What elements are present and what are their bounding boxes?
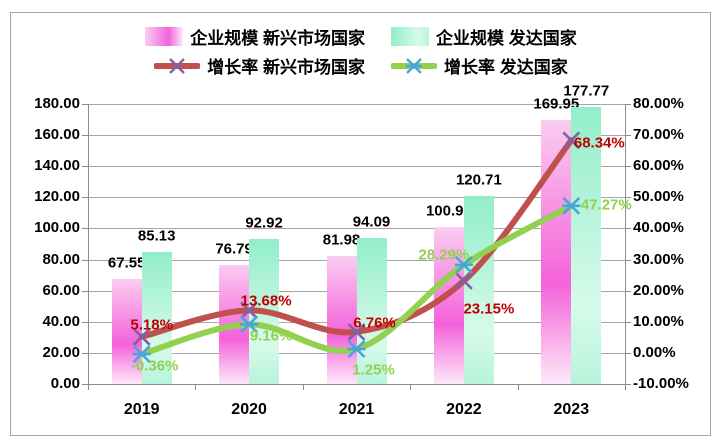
right-axis-tick <box>625 166 631 167</box>
line-value-label: 28.29% <box>418 246 470 264</box>
right-axis-tick-label: -10.00% <box>633 375 689 392</box>
left-axis-tick-label: 60.00 <box>42 282 80 299</box>
bar-value-label: 85.13 <box>137 227 176 245</box>
right-axis-tick <box>625 197 631 198</box>
right-axis-tick-label: 20.00% <box>633 282 684 299</box>
left-axis-tick <box>82 260 88 261</box>
left-axis-tick-label: 0.00 <box>50 375 80 392</box>
line-value-label: 47.27% <box>580 196 632 214</box>
legend-row-1: 企业规模 新兴市场国家 企业规模 发达国家 <box>145 24 577 49</box>
line-value-label: 9.16% <box>249 327 293 345</box>
right-axis-tick-label: 30.00% <box>633 251 684 268</box>
x-axis-tick <box>625 384 626 390</box>
x-axis-tick <box>88 384 89 390</box>
line-value-label: 5.18% <box>130 316 173 334</box>
left-axis-tick <box>82 384 88 385</box>
left-axis-tick-label: 120.00 <box>34 188 80 205</box>
bar-value-label: 67.55 <box>107 254 146 272</box>
legend: 企业规模 新兴市场国家 企业规模 发达国家 增长率 新兴市场国家 增长率 发达国… <box>0 24 722 78</box>
left-axis-tick <box>82 197 88 198</box>
left-axis-tick <box>82 104 88 105</box>
x-axis-category-label[interactable]: 2022 <box>446 401 482 418</box>
x-axis-category-label[interactable]: 2020 <box>231 401 267 418</box>
left-axis-tick <box>82 135 88 136</box>
chart-border <box>10 12 711 436</box>
left-axis-tick <box>82 291 88 292</box>
left-axis-tick-label: 180.00 <box>34 95 80 112</box>
legend-label: 企业规模 新兴市场国家 <box>190 29 365 48</box>
left-axis-tick-label: 40.00 <box>42 313 80 330</box>
line-value-label: 6.76% <box>353 314 396 332</box>
left-axis-tick-label: 140.00 <box>34 157 80 174</box>
green-line-asterisk-marker-icon <box>390 56 438 76</box>
right-axis-tick-label: 60.00% <box>633 157 684 174</box>
x-axis-tick <box>303 384 304 390</box>
right-axis-tick-label: 50.00% <box>633 188 684 205</box>
pink-bar-swatch-icon <box>145 27 184 46</box>
left-axis-tick-label: 20.00 <box>42 344 80 361</box>
x-axis-tick <box>410 384 411 390</box>
right-axis-tick-label: 40.00% <box>633 219 684 236</box>
right-axis-tick <box>625 353 631 354</box>
legend-item-bar-emerging[interactable]: 企业规模 新兴市场国家 <box>145 24 365 49</box>
left-axis-tick <box>82 322 88 323</box>
right-axis-tick <box>625 228 631 229</box>
left-axis-tick <box>82 228 88 229</box>
right-axis-tick <box>625 260 631 261</box>
legend-label: 增长率 发达国家 <box>444 58 568 77</box>
legend-label: 企业规模 发达国家 <box>436 29 577 48</box>
x-axis-category-label[interactable]: 2023 <box>553 401 590 418</box>
bar-value-label: 92.92 <box>245 214 283 232</box>
bar-value-label: 81.98 <box>322 231 361 249</box>
x-axis-category-label[interactable]: 2019 <box>123 401 160 418</box>
left-axis-tick <box>82 166 88 167</box>
right-axis-line <box>625 104 626 384</box>
legend-item-line-developed[interactable]: 增长率 发达国家 <box>390 53 568 78</box>
bar-developed[interactable] <box>463 196 494 384</box>
left-axis-tick-label: 100.00 <box>34 219 80 236</box>
line-value-label: 13.68% <box>240 292 292 310</box>
right-axis-tick <box>625 104 631 105</box>
legend-label: 增长率 新兴市场国家 <box>207 58 365 77</box>
left-axis-tick-label: 160.00 <box>34 126 80 143</box>
bar-value-label: 94.09 <box>352 213 391 231</box>
x-axis-tick <box>195 384 196 390</box>
bar-emerging[interactable] <box>219 264 250 384</box>
bar-emerging[interactable] <box>541 119 572 384</box>
right-axis-tick <box>625 135 631 136</box>
line-value-label: 1.25% <box>352 361 395 379</box>
right-axis-tick <box>625 322 631 323</box>
bar-value-label: 169.95 <box>533 95 580 113</box>
red-line-x-marker-icon <box>153 56 202 76</box>
bar-developed[interactable] <box>571 107 602 384</box>
right-axis-tick <box>625 384 631 385</box>
x-axis-tick <box>518 384 519 390</box>
bar-developed[interactable] <box>249 239 280 384</box>
legend-item-line-emerging[interactable]: 增长率 新兴市场国家 <box>153 53 365 78</box>
right-axis-tick-label: 0.00% <box>633 344 676 361</box>
bar-value-label: 76.79 <box>215 240 253 258</box>
right-axis-tick-label: 10.00% <box>633 313 684 330</box>
green-bar-swatch-icon <box>391 27 429 46</box>
right-axis-tick-label: 70.00% <box>633 126 684 143</box>
right-axis-tick-label: 80.00% <box>633 95 684 112</box>
gridline <box>88 135 625 136</box>
x-axis-category-label[interactable]: 2021 <box>338 401 375 418</box>
legend-item-bar-developed[interactable]: 企业规模 发达国家 <box>391 24 577 49</box>
left-axis-tick-label: 80.00 <box>42 251 80 268</box>
bottom-axis-line <box>88 384 626 385</box>
gridline <box>88 104 625 105</box>
left-axis-tick <box>82 353 88 354</box>
line-value-label: 68.34% <box>573 134 625 152</box>
right-axis-tick <box>625 291 631 292</box>
legend-row-2: 增长率 新兴市场国家 增长率 发达国家 <box>153 53 568 78</box>
line-value-label: 23.15% <box>463 300 515 318</box>
left-axis-line <box>88 104 89 384</box>
line-value-label: -0.36% <box>130 357 179 375</box>
bar-value-label: 120.71 <box>455 171 502 189</box>
bar-value-label: 177.77 <box>563 82 610 100</box>
